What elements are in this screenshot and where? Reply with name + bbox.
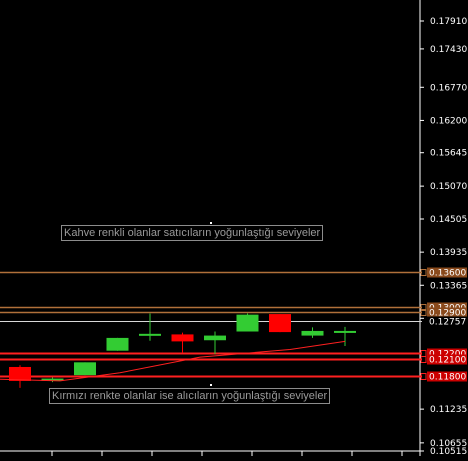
level-label-bg bbox=[427, 307, 467, 318]
candle-body bbox=[269, 314, 291, 333]
y-tick-label: 0.15645 bbox=[430, 149, 467, 159]
y-tick-label: 0.13365 bbox=[430, 281, 467, 291]
y-tick-label: 0.15070 bbox=[430, 182, 467, 192]
y-tick-label: 0.17910 bbox=[430, 17, 467, 27]
y-tick-label: 0.16770 bbox=[430, 83, 467, 93]
candle-body bbox=[171, 334, 194, 342]
level-marker bbox=[420, 373, 427, 380]
annotation-anchor bbox=[210, 384, 212, 386]
annotation-anchor bbox=[210, 222, 212, 224]
level-marker bbox=[420, 356, 427, 363]
candle-body bbox=[9, 366, 31, 381]
level-label: 0.12900 bbox=[429, 309, 466, 319]
candle-body bbox=[334, 330, 356, 333]
candle-body bbox=[139, 333, 161, 336]
level-marker bbox=[420, 304, 427, 311]
level-label-bg bbox=[427, 354, 467, 365]
level-label-bg bbox=[427, 316, 467, 327]
y-tick-label: 0.14505 bbox=[430, 215, 467, 225]
candle-body bbox=[106, 337, 129, 351]
y-tick-label: 0.16200 bbox=[430, 116, 467, 126]
level-label: 0.13600 bbox=[429, 269, 466, 279]
y-tick-label: 0.10515 bbox=[430, 447, 467, 456]
level-label: 0.12100 bbox=[429, 356, 466, 366]
y-tick-label: 0.17430 bbox=[430, 45, 467, 55]
y-tick-label: 0.13935 bbox=[430, 248, 467, 258]
candle-body bbox=[236, 314, 259, 332]
candle-body bbox=[41, 378, 64, 381]
candle-body bbox=[204, 335, 226, 341]
level-label: 0.11800 bbox=[429, 373, 466, 383]
buyer-levels-annotation: Kırmızı renkte olanlar ise alıcıların yo… bbox=[49, 388, 331, 404]
level-label-bg bbox=[427, 267, 467, 278]
y-tick-label: 0.10655 bbox=[430, 439, 467, 449]
y-tick-label: 0.11235 bbox=[430, 405, 467, 415]
moving-average-line bbox=[0, 340, 346, 382]
level-label: 0.12757 bbox=[429, 318, 466, 328]
seller-levels-annotation: Kahve renkli olanlar satıcıların yoğunla… bbox=[61, 225, 324, 241]
level-label-bg bbox=[427, 348, 467, 359]
candle-body bbox=[301, 330, 324, 336]
level-marker bbox=[420, 309, 427, 316]
level-marker bbox=[420, 269, 427, 276]
level-label-bg bbox=[427, 371, 467, 382]
candle-body bbox=[74, 362, 96, 376]
